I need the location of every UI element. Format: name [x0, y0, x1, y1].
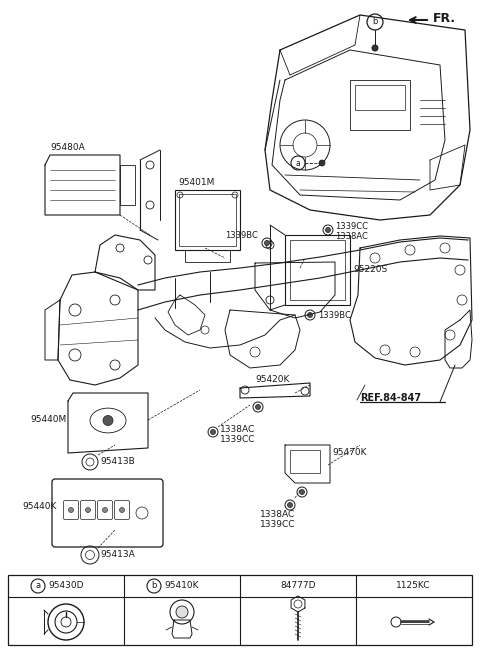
- Bar: [350, 80, 410, 130]
- Circle shape: [372, 45, 378, 51]
- Circle shape: [103, 415, 113, 426]
- Text: b: b: [372, 17, 378, 27]
- Circle shape: [264, 240, 269, 246]
- Circle shape: [255, 404, 261, 410]
- Bar: [120, 165, 135, 205]
- Text: 1339BC: 1339BC: [318, 311, 351, 320]
- Circle shape: [120, 507, 124, 513]
- Text: REF.84-847: REF.84-847: [360, 393, 421, 403]
- Text: 84777D: 84777D: [280, 581, 315, 590]
- Text: 1338AC: 1338AC: [220, 425, 255, 434]
- Bar: [8, 575, 472, 645]
- Circle shape: [308, 312, 312, 318]
- Text: 1339BC: 1339BC: [225, 231, 258, 240]
- Text: 95413A: 95413A: [100, 550, 135, 559]
- Text: 95420K: 95420K: [255, 375, 289, 384]
- Text: 95440M: 95440M: [30, 415, 66, 424]
- Text: 95413B: 95413B: [100, 457, 135, 466]
- Text: a: a: [36, 581, 41, 590]
- Circle shape: [69, 507, 73, 513]
- Circle shape: [211, 430, 216, 435]
- Text: 1338AC: 1338AC: [260, 510, 295, 519]
- Text: 1339CC: 1339CC: [220, 435, 255, 444]
- Text: FR.: FR.: [433, 12, 456, 25]
- Text: 95401M: 95401M: [178, 178, 215, 187]
- Text: 1339CC: 1339CC: [335, 222, 368, 231]
- Text: 95430D: 95430D: [48, 581, 84, 590]
- Circle shape: [176, 606, 188, 618]
- Circle shape: [300, 489, 304, 494]
- Text: 1339CC: 1339CC: [260, 520, 296, 529]
- Text: 95410K: 95410K: [164, 581, 199, 590]
- Bar: [179, 194, 236, 246]
- Circle shape: [85, 507, 91, 513]
- Bar: [285, 235, 350, 305]
- Text: a: a: [296, 159, 300, 167]
- Circle shape: [288, 502, 292, 507]
- Bar: [290, 450, 320, 473]
- Text: 1125KC: 1125KC: [396, 581, 431, 590]
- Text: 1338AC: 1338AC: [335, 232, 368, 241]
- Text: b: b: [151, 581, 156, 590]
- Text: 95220S: 95220S: [353, 265, 387, 274]
- Circle shape: [103, 507, 108, 513]
- Bar: [175, 190, 240, 250]
- Bar: [185, 250, 230, 262]
- Text: 95480A: 95480A: [50, 143, 85, 152]
- Text: 95470K: 95470K: [332, 448, 367, 457]
- Bar: [290, 240, 345, 300]
- Bar: [355, 85, 405, 110]
- Circle shape: [319, 160, 325, 166]
- Text: 95440K: 95440K: [22, 502, 56, 511]
- Circle shape: [325, 227, 331, 233]
